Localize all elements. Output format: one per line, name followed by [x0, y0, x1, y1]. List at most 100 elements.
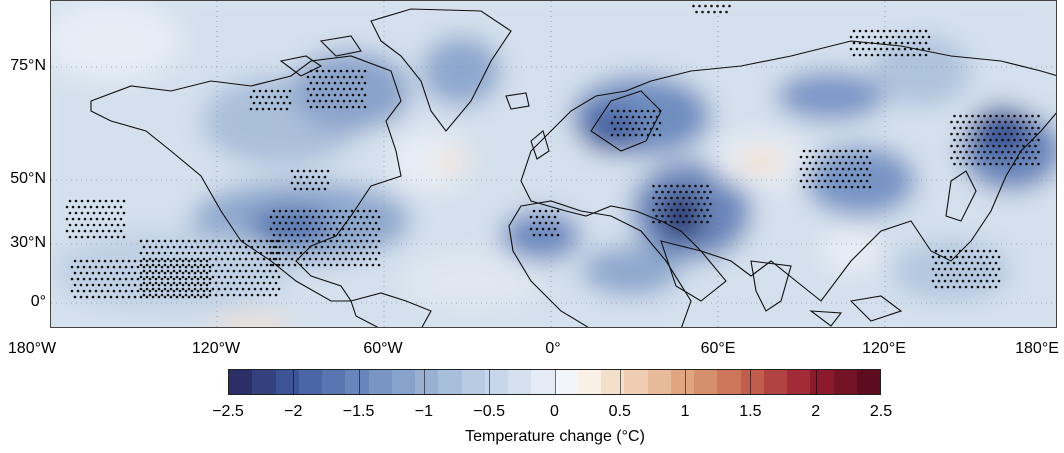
- stipple-dot: [977, 114, 980, 118]
- stipple-dot: [832, 185, 836, 189]
- stipple-dot: [844, 173, 848, 177]
- stipple-dot: [73, 295, 77, 299]
- stipple-dot: [107, 217, 111, 221]
- stipple-dot: [253, 239, 257, 243]
- stipple-dot: [211, 263, 215, 267]
- stipple-dot: [275, 251, 279, 255]
- stipple-dot: [302, 257, 306, 261]
- stipple-dot: [347, 263, 351, 267]
- stipple-dot: [249, 95, 253, 99]
- stipple-dot: [238, 281, 242, 285]
- stipple-dot: [709, 202, 712, 206]
- stipple-dot: [145, 283, 149, 287]
- stipple-dot: [160, 265, 164, 269]
- stipple-dot: [308, 181, 312, 185]
- stipple-dot: [166, 277, 170, 281]
- stipple-dot: [808, 149, 812, 153]
- stipple-dot: [964, 249, 968, 253]
- stipple-dot: [80, 223, 84, 227]
- stipple-dot: [953, 162, 956, 166]
- stipple-dot: [250, 245, 254, 249]
- stipple-dot: [1034, 132, 1037, 136]
- stipple-dot: [290, 233, 294, 237]
- stipple-dot: [208, 277, 212, 281]
- stipple-dot: [811, 179, 815, 183]
- lon-label-0: 0°: [545, 340, 561, 357]
- stipple-dot: [1028, 120, 1031, 124]
- stipple-dot: [529, 227, 533, 231]
- stipple-dot: [178, 293, 182, 297]
- stipple-dot: [163, 295, 167, 299]
- stipple-dot: [937, 255, 941, 259]
- colorbar-tick-mark: [815, 369, 817, 395]
- stipple-dot: [701, 10, 704, 14]
- stipple-dot: [326, 245, 330, 249]
- stipple-dot: [97, 295, 101, 299]
- stipple-dot: [673, 214, 676, 218]
- stipple-dot: [646, 133, 650, 137]
- stipple-dot: [175, 263, 179, 267]
- stipple-dot: [104, 211, 108, 215]
- stipple-dot: [879, 35, 883, 39]
- stipple-dot: [187, 263, 191, 267]
- stipple-dot: [101, 217, 105, 221]
- colorbar-tick-label: 1.5: [739, 403, 762, 420]
- stipple-dot: [709, 214, 712, 218]
- stipple-dot: [103, 283, 107, 287]
- stipple-dot: [841, 179, 845, 183]
- stipple-dot: [341, 227, 345, 231]
- colorbar-swatch: [810, 370, 834, 394]
- stipple-dot: [317, 227, 321, 231]
- stipple-dot: [982, 285, 986, 289]
- stipple-dot: [855, 35, 859, 39]
- stipple-dot: [952, 285, 956, 289]
- stipple-dot: [68, 199, 72, 203]
- stipple-dot: [652, 208, 655, 212]
- stipple-dot: [193, 283, 197, 287]
- stipple-dot: [817, 155, 821, 159]
- stipple-dot: [249, 107, 253, 111]
- colorbar-tick-label: 0.5: [608, 403, 631, 420]
- stipple-dot: [139, 251, 143, 255]
- stipple-dot: [205, 275, 209, 279]
- stipple-dot: [988, 249, 992, 253]
- stipple-dot: [133, 283, 137, 287]
- stipple-dot: [244, 257, 248, 261]
- stipple-dot: [1031, 126, 1034, 130]
- stipple-dot: [232, 245, 236, 249]
- stipple-dot: [679, 190, 682, 194]
- stipple-dot: [98, 223, 102, 227]
- stipple-dot: [962, 156, 965, 160]
- stipple-dot: [682, 196, 685, 200]
- colorbar-tick-mark: [554, 369, 556, 395]
- stipple-dot: [73, 283, 77, 287]
- stipple-dot: [76, 265, 80, 269]
- stipple-dot: [202, 289, 206, 293]
- stipple-dot: [157, 283, 161, 287]
- stipple-dot: [333, 93, 337, 97]
- stipple-dot: [1001, 126, 1004, 130]
- stipple-dot: [882, 41, 886, 45]
- stipple-dot: [250, 281, 254, 285]
- stipple-dot: [241, 251, 245, 255]
- stipple-dot: [73, 259, 77, 263]
- stipple-dot: [959, 162, 962, 166]
- stipple-dot: [308, 245, 312, 249]
- stipple-dot: [68, 211, 72, 215]
- stipple-dot: [856, 173, 860, 177]
- stipple-dot: [190, 265, 194, 269]
- stipple-dot: [205, 271, 209, 275]
- stipple-dot: [89, 205, 93, 209]
- stipple-dot: [250, 257, 254, 261]
- stipple-dot: [127, 283, 131, 287]
- stipple-dot: [205, 259, 209, 263]
- stipple-dot: [282, 89, 286, 93]
- stipple-dot: [151, 283, 155, 287]
- stipple-dot: [278, 209, 282, 213]
- stipple-dot: [94, 265, 98, 269]
- stipple-dot: [329, 215, 333, 219]
- stipple-dot: [296, 181, 300, 185]
- stipple-dot: [823, 179, 827, 183]
- stipple-dot: [335, 215, 339, 219]
- stipple-dot: [187, 271, 191, 275]
